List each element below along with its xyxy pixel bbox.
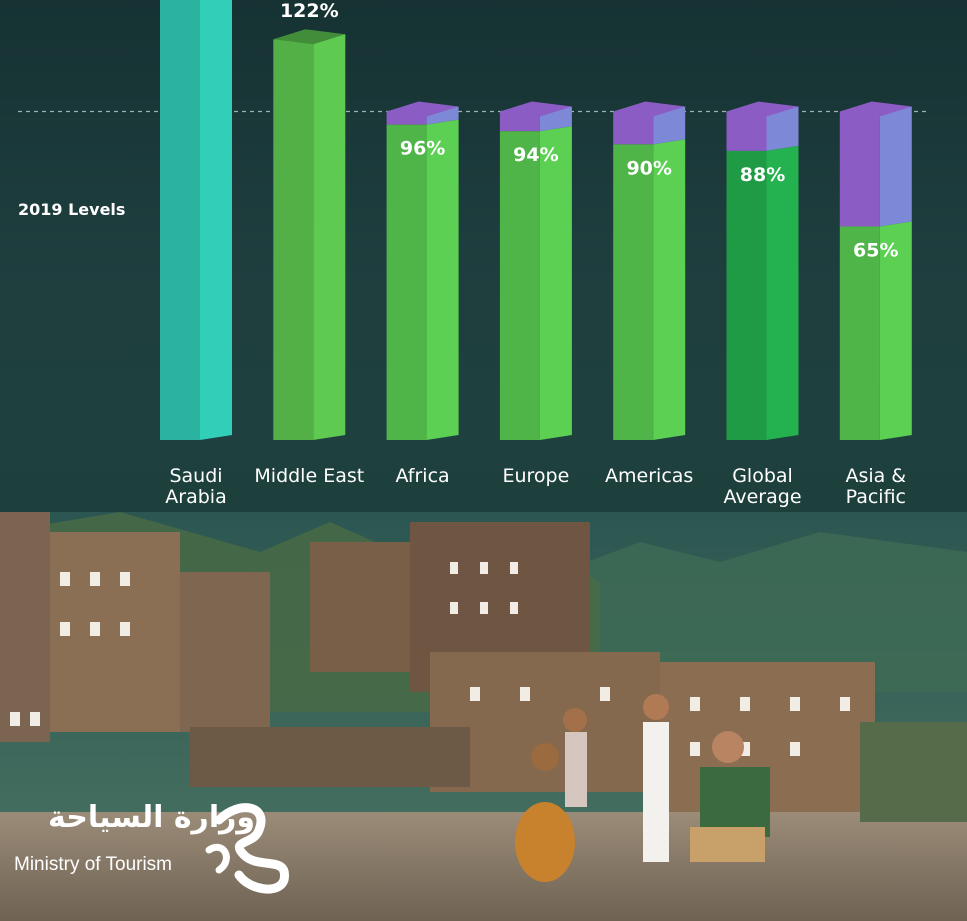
category-label: Global Average: [723, 465, 802, 508]
bar-side: [653, 139, 686, 440]
bar-top-cap: [613, 101, 686, 117]
bar-top-cap: [499, 101, 572, 117]
gap-segment-front: [839, 111, 880, 227]
data-label: 90%: [626, 157, 671, 179]
village-scene-illustration: [0, 512, 967, 921]
category-label: Middle East: [254, 465, 365, 487]
category-label: Asia & Pacific: [845, 465, 907, 508]
bar-front: [273, 39, 314, 440]
gap-segment-front: [726, 111, 767, 151]
bar-front: [726, 150, 767, 441]
gap-segment-side: [879, 106, 912, 227]
gap-segment-front: [499, 111, 540, 132]
data-label: 88%: [740, 164, 785, 186]
gap-segment-front: [613, 111, 654, 145]
bar-side: [426, 119, 459, 440]
bar-side: [200, 0, 232, 440]
bar-top-cap: [273, 29, 346, 45]
bar-top-cap: [386, 101, 459, 117]
category-label: Saudi Arabia: [165, 465, 227, 508]
bar-top-cap: [839, 101, 912, 117]
reference-line-label: 2019 Levels: [18, 200, 126, 219]
bar-front: [386, 124, 427, 440]
bar-side: [313, 34, 346, 440]
bar-side: [539, 126, 572, 441]
ministry-emblem-icon: [205, 803, 289, 894]
ministry-logo: وزارة السياحة Ministry of Tourism: [14, 800, 304, 900]
category-label: Americas: [605, 465, 694, 487]
bar-front: [499, 131, 540, 440]
data-label: 96%: [400, 138, 445, 160]
background-photo: [0, 512, 967, 921]
bar-front: [613, 144, 654, 440]
bar-side: [879, 221, 912, 440]
gap-segment-side: [653, 106, 686, 145]
bar-top-cap: [726, 101, 799, 117]
bar-side: [766, 145, 799, 441]
category-label: Europe: [502, 465, 570, 487]
chart-panel: 156%122%96%94%90%88%65% 2019 Levels Saud…: [0, 0, 967, 512]
data-label: 122%: [280, 0, 339, 22]
data-label: 94%: [513, 144, 558, 166]
gap-segment-side: [766, 106, 799, 151]
bar-front: [160, 0, 200, 441]
bar-chart: 156%122%96%94%90%88%65%: [18, 0, 930, 441]
logo-english-text: Ministry of Tourism: [14, 854, 173, 875]
category-label: Africa: [395, 465, 450, 487]
data-label: 65%: [853, 239, 898, 261]
bar-front: [839, 226, 880, 440]
